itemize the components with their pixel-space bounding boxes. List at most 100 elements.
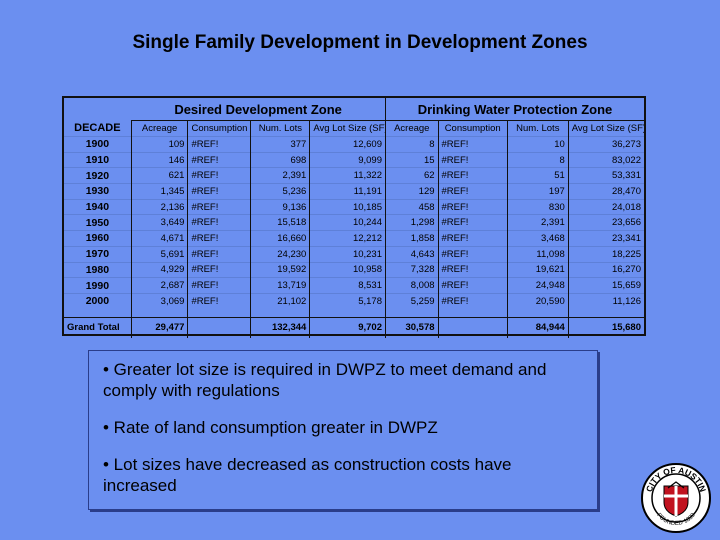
table-cell: #REF! bbox=[187, 183, 252, 200]
table-cell: 36,273 bbox=[568, 136, 644, 153]
table-cell: 621 bbox=[131, 167, 189, 184]
table-row: 1970 5,691 #REF! 24,230 10,231 4,643 #REF! 11,0… bbox=[64, 245, 644, 262]
table-cell: #REF! bbox=[438, 230, 508, 247]
table-cell: 5,259 bbox=[385, 292, 439, 309]
table-cell: 4,643 bbox=[385, 245, 439, 262]
table-cell: 3,069 bbox=[131, 292, 189, 309]
table-cell: 83,022 bbox=[568, 151, 644, 168]
table-cell: 197 bbox=[507, 183, 569, 200]
grand-total-cell: 9,702 bbox=[309, 316, 386, 338]
table-cell: 21,102 bbox=[250, 292, 311, 309]
decade-cell: 1950 bbox=[64, 214, 132, 231]
table-cell: #REF! bbox=[187, 214, 252, 231]
table-cell: #REF! bbox=[438, 183, 508, 200]
table-cell: 15,518 bbox=[250, 214, 311, 231]
table-row: 1960 4,671 #REF! 16,660 12,212 1,858 #REF! 3,46… bbox=[64, 230, 644, 247]
grand-total-cell: 132,344 bbox=[250, 316, 311, 338]
table-cell: 13,719 bbox=[250, 277, 311, 294]
table-cell: 1,345 bbox=[131, 183, 189, 200]
table-cell: 5,178 bbox=[309, 292, 386, 309]
table-cell: 11,126 bbox=[568, 292, 644, 309]
table-cell: 830 bbox=[507, 198, 569, 215]
table-cell: #REF! bbox=[438, 214, 508, 231]
grand-total-row: Grand Total 29,477 132,344 9,702 30,578 84,94… bbox=[64, 316, 644, 338]
table-cell: 8,531 bbox=[309, 277, 386, 294]
col-header-consumption-dwpz: Consumption bbox=[438, 120, 508, 137]
table-cell: 24,230 bbox=[250, 245, 311, 262]
table-cell: 20,590 bbox=[507, 292, 569, 309]
table-cell: 10,244 bbox=[309, 214, 386, 231]
table-cell: 18,225 bbox=[568, 245, 644, 262]
bullet-item: • Greater lot size is required in DWPZ t… bbox=[103, 360, 547, 400]
table-cell: #REF! bbox=[187, 136, 252, 153]
table-cell: 8 bbox=[385, 136, 439, 153]
table-row: 1950 3,649 #REF! 15,518 10,244 1,298 #REF! 2,39… bbox=[64, 214, 644, 231]
table-cell: 1,858 bbox=[385, 230, 439, 247]
table-cell: #REF! bbox=[438, 151, 508, 168]
table-cell: 3,468 bbox=[507, 230, 569, 247]
decade-cell: 1930 bbox=[64, 183, 132, 200]
table-cell: #REF! bbox=[438, 277, 508, 294]
decade-cell: 1910 bbox=[64, 151, 132, 168]
table-row: 1990 2,687 #REF! 13,719 8,531 8,008 #REF! 24,94… bbox=[64, 277, 644, 294]
slide-title: Single Family Development in Development… bbox=[132, 32, 588, 53]
col-header-avg-lot-size-dwpz: Avg Lot Size (SF) bbox=[571, 123, 644, 134]
table-cell: 23,341 bbox=[568, 230, 644, 247]
table-cell: 109 bbox=[131, 136, 189, 153]
table-cell: 62 bbox=[385, 167, 439, 184]
table-cell: 10,231 bbox=[309, 245, 386, 262]
development-table: Desired Development Zone Drinking Water … bbox=[64, 98, 644, 338]
table-cell: 2,391 bbox=[250, 167, 311, 184]
bullet-item: • Rate of land consumption greater in DW… bbox=[103, 418, 438, 437]
table-cell: #REF! bbox=[438, 198, 508, 215]
group-header-dwpz: Drinking Water Protection Zone bbox=[385, 98, 644, 121]
table-cell: 2,391 bbox=[507, 214, 569, 231]
decade-cell: 2000 bbox=[64, 292, 132, 309]
table-cell: #REF! bbox=[438, 245, 508, 262]
col-header-num-lots: Num. Lots bbox=[250, 120, 311, 137]
table-cell: 11,191 bbox=[309, 183, 386, 200]
table-cell: 129 bbox=[385, 183, 439, 200]
decade-cell: 1900 bbox=[64, 136, 132, 153]
table-cell: 10,958 bbox=[309, 261, 386, 278]
table-cell: 19,621 bbox=[507, 261, 569, 278]
table-row: 2000 3,069 #REF! 21,102 5,178 5,259 #REF! 20,59… bbox=[64, 292, 644, 309]
table-cell: 11,322 bbox=[309, 167, 386, 184]
table-cell: 3,649 bbox=[131, 214, 189, 231]
table-cell: #REF! bbox=[187, 292, 252, 309]
grand-total-cell: 15,680 bbox=[568, 316, 644, 338]
decade-cell: 1920 bbox=[64, 167, 132, 184]
table-cell: 51 bbox=[507, 167, 569, 184]
table-cell: 4,929 bbox=[131, 261, 189, 278]
column-header-row: DECADE Acreage Consumption Num. Lots Avg… bbox=[64, 120, 644, 137]
table-cell: 9,099 bbox=[309, 151, 386, 168]
bullet-box: • Greater lot size is required in DWPZ t… bbox=[88, 350, 598, 510]
table-cell: 11,098 bbox=[507, 245, 569, 262]
table-cell: 15 bbox=[385, 151, 439, 168]
decade-cell: 1980 bbox=[64, 261, 132, 278]
data-table-frame: Desired Development Zone Drinking Water … bbox=[62, 96, 646, 338]
table-cell: 23,656 bbox=[568, 214, 644, 231]
table-row: 1940 2,136 #REF! 9,136 10,185 458 #REF! 830 24,0… bbox=[64, 198, 644, 215]
table-cell: 698 bbox=[250, 151, 311, 168]
city-seal-logo: CITY OF AUSTIN FOUNDED 1839 bbox=[641, 463, 711, 533]
table-cell: 24,018 bbox=[568, 198, 644, 215]
table-cell: 4,671 bbox=[131, 230, 189, 247]
group-header-ddz: Desired Development Zone bbox=[131, 98, 386, 121]
decade-cell: 1960 bbox=[64, 230, 132, 247]
table-cell: #REF! bbox=[187, 167, 252, 184]
col-header-num-lots-dwpz: Num. Lots bbox=[507, 120, 569, 137]
table-cell: 1,298 bbox=[385, 214, 439, 231]
table-cell: #REF! bbox=[187, 198, 252, 215]
col-header-acreage: Acreage bbox=[131, 120, 189, 137]
col-header-acreage-dwpz: Acreage bbox=[385, 120, 439, 137]
grand-total-cell: 29,477 bbox=[131, 316, 189, 338]
table-row: 1980 4,929 #REF! 19,592 10,958 7,328 #REF! 19,6… bbox=[64, 261, 644, 278]
decade-cell: 1970 bbox=[64, 245, 132, 262]
table-cell: 53,331 bbox=[568, 167, 644, 184]
table-cell: #REF! bbox=[438, 167, 508, 184]
table-row: 1920 621 #REF! 2,391 11,322 62 #REF! 51 53,331 bbox=[64, 167, 644, 184]
table-cell: 16,660 bbox=[250, 230, 311, 247]
col-header-avg-lot-size: Avg Lot Size (SF) bbox=[309, 120, 386, 137]
table-row: 1930 1,345 #REF! 5,236 11,191 129 #REF! 197 28,4… bbox=[64, 183, 644, 200]
